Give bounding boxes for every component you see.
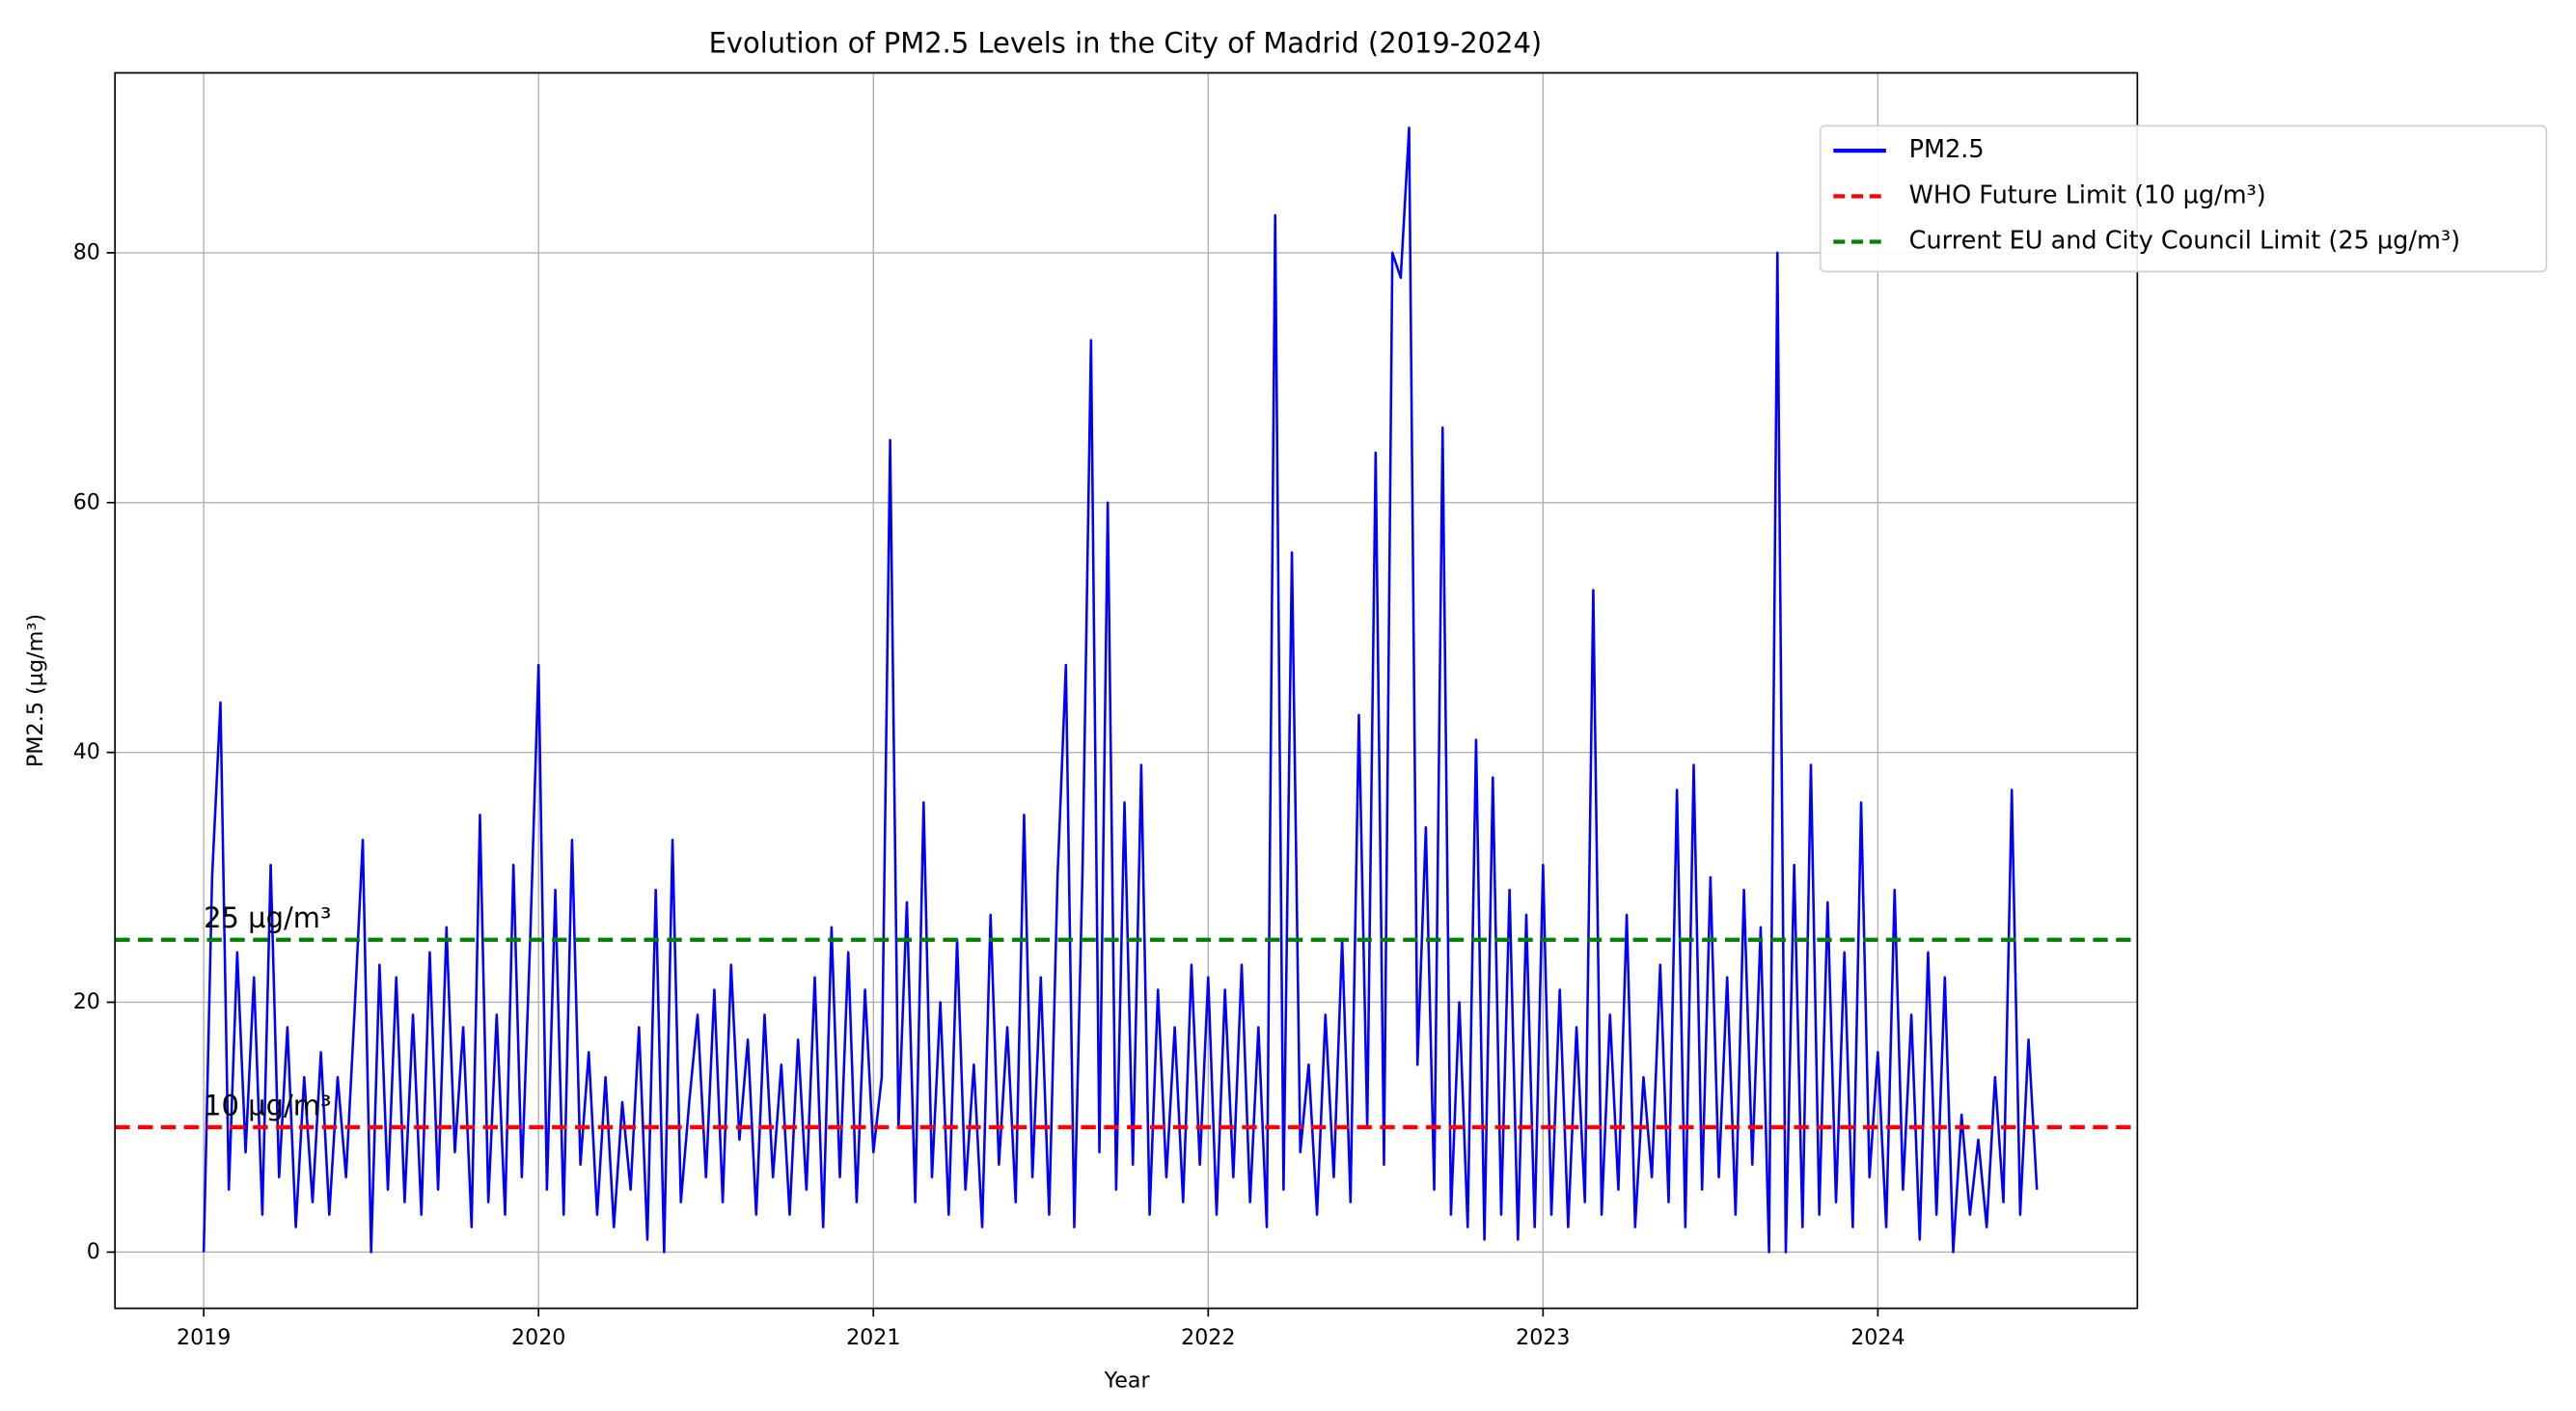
reference-label: 25 µg/m³: [204, 901, 331, 934]
legend: PM2.5 WHO Future Limit (10 µg/m³) Current …: [1819, 124, 2548, 273]
x-tick-label: 2019: [177, 1325, 231, 1350]
chart-title: Evolution of PM2.5 Levels in the City of…: [709, 26, 1543, 59]
x-tick-label: 2024: [1850, 1325, 1905, 1350]
x-tick-label: 2021: [846, 1325, 900, 1350]
legend-box: [1819, 124, 2548, 273]
y-tick-label: 60: [73, 489, 100, 514]
y-tick-label: 40: [73, 739, 100, 764]
x-axis-label: Year: [1104, 1369, 1151, 1394]
x-tick-label: 2020: [511, 1325, 565, 1350]
y-axis-label: PM2.5 (µg/m³): [23, 614, 48, 767]
y-tick-label: 0: [87, 1239, 100, 1264]
x-tick-label: 2022: [1181, 1325, 1235, 1350]
y-tick-label: 80: [73, 239, 100, 264]
data-line: [202, 126, 2039, 1254]
plot-frame: [114, 71, 2139, 1310]
legend-label: Current EU and City Council Limit (25 µg…: [1909, 226, 2460, 255]
x-tick-label: 2023: [1516, 1325, 1570, 1350]
reference-label: 10 µg/m³: [204, 1089, 331, 1121]
legend-label: WHO Future Limit (10 µg/m³): [1909, 180, 2266, 209]
y-tick-label: 20: [73, 989, 100, 1014]
legend-label: PM2.5: [1909, 135, 1985, 164]
